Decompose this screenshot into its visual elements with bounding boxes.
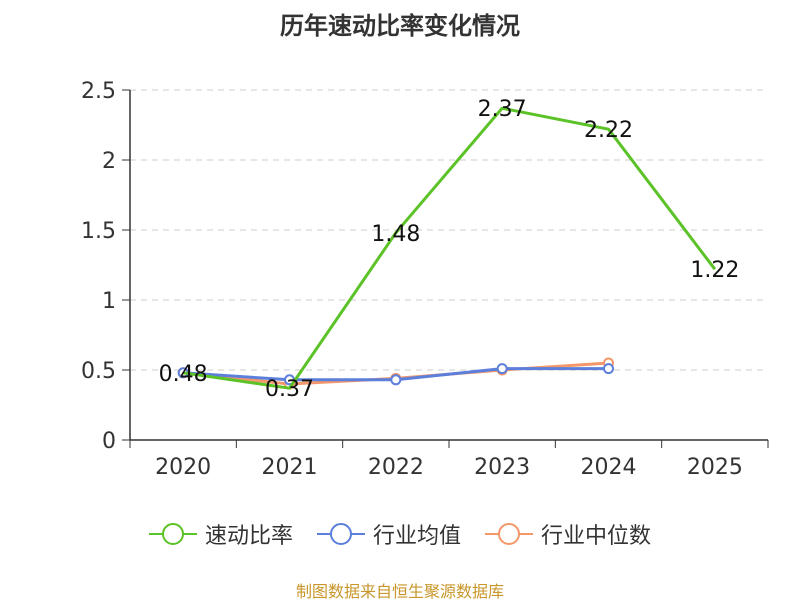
x-tick-label: 2025	[687, 455, 743, 480]
legend-label-industry-median: 行业中位数	[541, 524, 652, 549]
legend-item-industry-mean[interactable]: 行业均值	[316, 518, 461, 550]
x-tick-label: 2021	[262, 455, 318, 480]
legend-label-quick-ratio: 速动比率	[204, 524, 293, 549]
y-tick-label: 2	[102, 149, 116, 174]
x-tick-label: 2020	[155, 455, 211, 480]
data-label: 2.22	[584, 118, 633, 143]
legend-label-industry-mean: 行业均值	[372, 524, 461, 549]
data-source-note: 制图数据来自恒生聚源数据库	[295, 582, 504, 601]
y-tick-label: 1	[102, 289, 116, 314]
chart-title: 历年速动比率变化情况	[280, 12, 520, 40]
legend-marker-quick-ratio-icon	[148, 522, 197, 546]
x-tick-label: 2024	[581, 455, 637, 480]
y-tick-label: 2.5	[81, 79, 116, 104]
legend-item-industry-median[interactable]: 行业中位数	[485, 518, 651, 550]
data-label: 0.37	[265, 377, 314, 402]
data-label: 2.37	[478, 97, 527, 122]
legend-item-quick-ratio[interactable]: 速动比率	[148, 518, 293, 550]
data-point-1	[390, 374, 402, 386]
y-tick-label: 0.5	[81, 359, 116, 384]
x-tick-label: 2023	[474, 455, 530, 480]
legend-marker-industry-mean-icon	[316, 522, 365, 546]
data-label: 1.22	[690, 258, 739, 283]
legend: 速动比率 行业均值 行业中位数	[0, 518, 800, 550]
y-tick-label: 0	[102, 429, 116, 454]
data-point-1	[603, 363, 614, 375]
x-tick-label: 2022	[368, 455, 424, 480]
data-label: 0.48	[159, 362, 208, 387]
data-label: 1.48	[371, 222, 420, 247]
data-point-1	[496, 363, 508, 375]
y-tick-label: 1.5	[81, 219, 116, 244]
series-line-0	[182, 106, 717, 390]
legend-marker-industry-median-icon	[485, 522, 533, 546]
